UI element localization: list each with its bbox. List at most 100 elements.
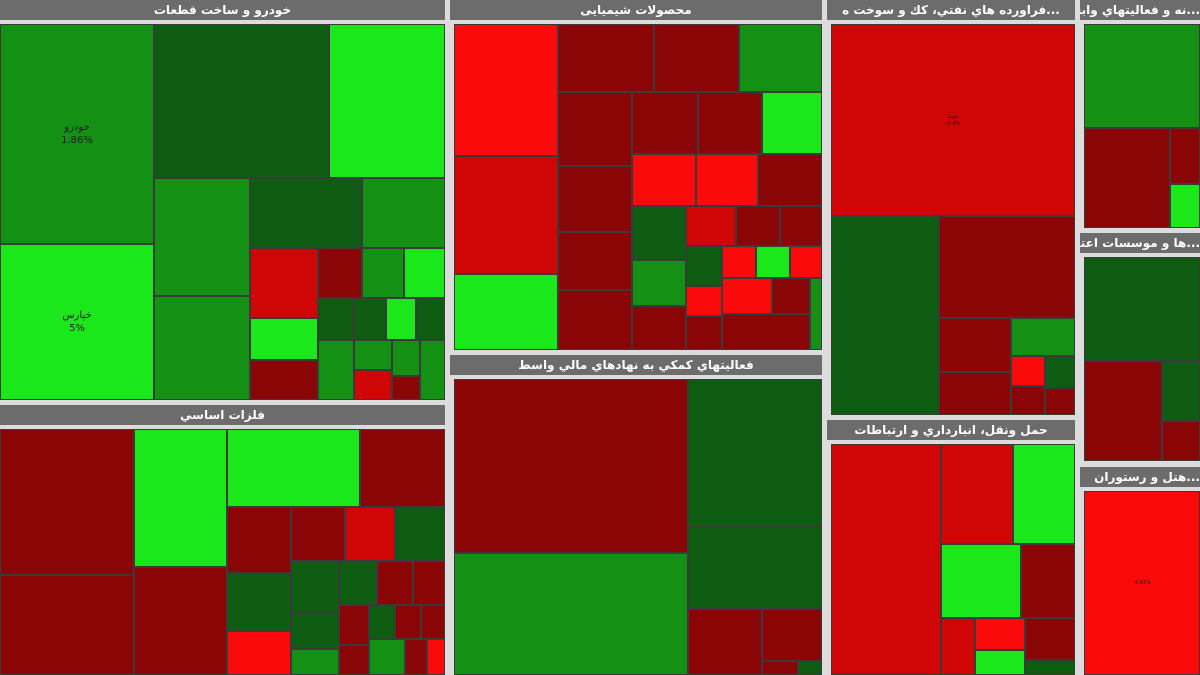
stock-tile[interactable] [1021, 544, 1075, 618]
stock-tile[interactable] [941, 444, 1013, 544]
stock-tile[interactable] [318, 248, 362, 298]
stock-tile[interactable] [762, 609, 822, 661]
stock-tile[interactable] [420, 340, 445, 400]
stock-tile[interactable] [558, 232, 632, 290]
stock-tile[interactable] [1170, 128, 1200, 184]
stock-tile[interactable] [339, 561, 377, 605]
stock-tile[interactable] [1162, 361, 1200, 421]
stock-tile[interactable] [939, 372, 1011, 415]
stock-tile[interactable] [250, 360, 318, 400]
stock-tile[interactable] [688, 609, 762, 675]
stock-tile[interactable] [250, 248, 318, 318]
stock-tile[interactable] [291, 649, 339, 675]
stock-tile[interactable] [1084, 257, 1200, 361]
stock-tile[interactable] [780, 206, 822, 246]
stock-tile[interactable] [362, 248, 404, 298]
stock-tile[interactable] [739, 24, 822, 92]
stock-tile[interactable]: خودرو 1.86% [0, 24, 154, 244]
stock-tile[interactable]: شپنا -3.4% [831, 24, 1075, 216]
stock-tile[interactable] [632, 154, 696, 206]
stock-tile[interactable] [722, 278, 772, 314]
stock-tile[interactable] [354, 340, 392, 370]
stock-tile[interactable] [831, 444, 941, 675]
stock-tile[interactable] [975, 650, 1025, 675]
stock-tile[interactable] [810, 278, 822, 350]
stock-tile[interactable] [1013, 444, 1075, 544]
stock-tile[interactable] [345, 507, 395, 561]
stock-tile[interactable] [736, 206, 780, 246]
stock-tile[interactable] [686, 316, 722, 350]
stock-tile[interactable] [377, 561, 413, 605]
stock-tile[interactable] [558, 290, 632, 350]
stock-tile[interactable] [227, 631, 291, 675]
stock-tile[interactable] [698, 92, 762, 154]
stock-tile[interactable] [686, 246, 722, 286]
stock-tile[interactable] [632, 306, 686, 350]
stock-tile[interactable] [0, 575, 134, 675]
stock-tile[interactable] [395, 507, 445, 561]
stock-tile[interactable] [941, 618, 975, 675]
stock-tile[interactable] [318, 298, 354, 340]
stock-tile[interactable] [421, 605, 445, 639]
stock-tile[interactable] [558, 24, 654, 92]
stock-tile[interactable] [762, 661, 798, 675]
stock-tile[interactable] [250, 318, 318, 360]
stock-tile[interactable] [722, 314, 810, 350]
stock-tile[interactable] [1011, 356, 1045, 386]
stock-tile[interactable] [1045, 388, 1075, 415]
stock-tile[interactable] [1045, 356, 1075, 388]
stock-tile[interactable] [404, 248, 445, 298]
stock-tile[interactable] [360, 429, 445, 507]
stock-tile[interactable] [722, 246, 756, 278]
stock-tile[interactable] [454, 274, 558, 350]
stock-tile[interactable] [688, 379, 822, 527]
stock-tile[interactable] [1011, 386, 1045, 415]
stock-tile[interactable] [1084, 361, 1162, 461]
stock-tile[interactable] [291, 507, 345, 561]
stock-tile[interactable] [329, 24, 445, 178]
stock-tile[interactable] [558, 92, 632, 166]
stock-tile[interactable] [762, 92, 822, 154]
stock-tile[interactable] [227, 573, 291, 631]
stock-tile[interactable] [696, 154, 758, 206]
stock-tile[interactable] [454, 553, 688, 675]
stock-tile[interactable] [227, 429, 360, 507]
stock-tile[interactable] [416, 298, 445, 340]
stock-tile[interactable] [632, 92, 698, 154]
stock-tile[interactable] [688, 527, 822, 609]
stock-tile[interactable] [134, 567, 227, 675]
stock-tile[interactable]: خپارس 5% [0, 244, 154, 400]
stock-tile[interactable] [427, 639, 445, 675]
stock-tile[interactable] [1084, 24, 1200, 128]
stock-tile[interactable] [1025, 618, 1075, 660]
stock-tile[interactable] [798, 661, 822, 675]
stock-tile[interactable] [1011, 318, 1075, 356]
stock-tile[interactable] [939, 216, 1075, 318]
stock-tile[interactable] [386, 298, 416, 340]
stock-tile[interactable] [362, 178, 445, 248]
stock-tile[interactable] [454, 379, 688, 553]
stock-tile[interactable]: -4.81% [1084, 491, 1200, 675]
stock-tile[interactable] [632, 206, 686, 260]
stock-tile[interactable] [558, 166, 632, 232]
stock-tile[interactable] [250, 178, 362, 248]
stock-tile[interactable] [392, 376, 420, 400]
stock-tile[interactable] [756, 246, 790, 278]
stock-tile[interactable] [134, 429, 227, 567]
stock-tile[interactable] [291, 561, 339, 613]
stock-tile[interactable] [454, 156, 558, 274]
stock-tile[interactable] [686, 206, 736, 246]
stock-tile[interactable] [1162, 421, 1200, 461]
stock-tile[interactable] [227, 507, 291, 573]
stock-tile[interactable] [154, 24, 329, 178]
stock-tile[interactable] [1084, 128, 1170, 228]
stock-tile[interactable] [939, 318, 1011, 372]
stock-tile[interactable] [790, 246, 822, 278]
stock-tile[interactable] [339, 645, 369, 675]
stock-tile[interactable] [395, 605, 421, 639]
stock-tile[interactable] [154, 178, 250, 296]
stock-tile[interactable] [1170, 184, 1200, 228]
stock-tile[interactable] [392, 340, 420, 376]
stock-tile[interactable] [413, 561, 445, 605]
stock-tile[interactable] [369, 605, 395, 639]
